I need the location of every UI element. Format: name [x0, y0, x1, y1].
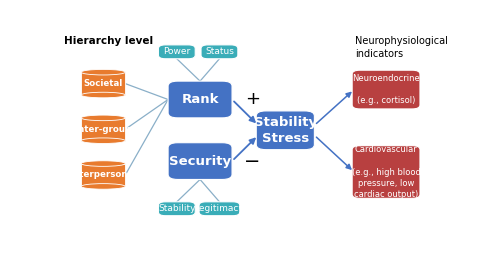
Text: Societal: Societal	[84, 79, 123, 88]
Text: +: +	[245, 90, 260, 108]
FancyBboxPatch shape	[168, 143, 232, 180]
Text: Hierarchy level: Hierarchy level	[64, 36, 154, 46]
Text: Legitimacy: Legitimacy	[194, 204, 244, 213]
Text: Neuroendocrine

(e.g., cortisol): Neuroendocrine (e.g., cortisol)	[352, 74, 420, 105]
Text: Power: Power	[163, 47, 190, 56]
Text: Stability
Stress: Stability Stress	[254, 116, 317, 145]
Text: Cardiovascular

(e.g., high blood
pressure, low
cardiac output): Cardiovascular (e.g., high blood pressur…	[352, 145, 420, 199]
Polygon shape	[81, 118, 126, 141]
FancyBboxPatch shape	[158, 202, 195, 216]
FancyBboxPatch shape	[201, 45, 238, 59]
FancyBboxPatch shape	[199, 202, 240, 216]
Text: Security: Security	[169, 155, 231, 168]
Polygon shape	[81, 164, 126, 187]
Text: Inter-group: Inter-group	[75, 125, 132, 134]
Ellipse shape	[81, 184, 126, 189]
Ellipse shape	[81, 92, 126, 98]
FancyBboxPatch shape	[352, 146, 420, 198]
Ellipse shape	[81, 115, 126, 121]
Ellipse shape	[81, 161, 126, 166]
Text: Status: Status	[205, 47, 234, 56]
Text: Stability: Stability	[158, 204, 196, 213]
Polygon shape	[81, 72, 126, 95]
Text: −: −	[244, 152, 260, 171]
Text: Rank: Rank	[182, 93, 219, 106]
FancyBboxPatch shape	[352, 70, 420, 109]
Ellipse shape	[81, 138, 126, 143]
FancyBboxPatch shape	[158, 45, 195, 59]
Text: Interpersonal: Interpersonal	[70, 171, 136, 180]
Ellipse shape	[81, 69, 126, 75]
Text: Neurophysiological
indicators: Neurophysiological indicators	[355, 36, 448, 59]
FancyBboxPatch shape	[256, 111, 314, 150]
FancyBboxPatch shape	[168, 81, 232, 118]
